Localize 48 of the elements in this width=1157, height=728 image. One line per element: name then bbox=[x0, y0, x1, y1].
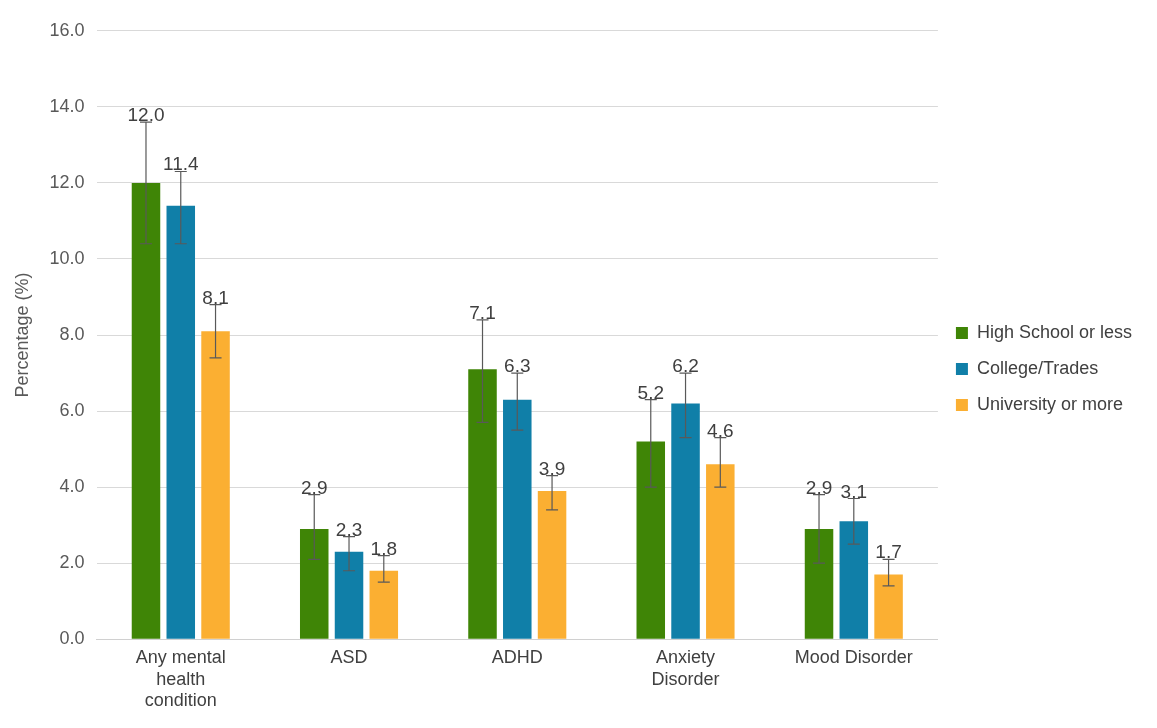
data-label: 3.1 bbox=[840, 480, 868, 502]
bar bbox=[636, 441, 666, 639]
y-tick-label: 8.0 bbox=[59, 323, 85, 344]
data-label: 11.4 bbox=[162, 153, 199, 175]
bar bbox=[804, 528, 834, 639]
bar bbox=[706, 464, 735, 639]
legend-label: University or more bbox=[976, 393, 1123, 414]
bar bbox=[537, 490, 567, 639]
bar bbox=[299, 528, 329, 639]
y-tick-label: 10.0 bbox=[49, 247, 85, 268]
x-tick-label: Anxiety Disorder bbox=[651, 646, 720, 689]
bar bbox=[874, 574, 903, 639]
bar bbox=[503, 399, 532, 639]
y-tick-label: 16.0 bbox=[49, 19, 85, 40]
data-label: 2.3 bbox=[335, 518, 363, 540]
y-tick-label: 12.0 bbox=[49, 171, 85, 192]
bar bbox=[131, 182, 161, 639]
data-label: 1.8 bbox=[370, 537, 398, 559]
bar bbox=[334, 551, 364, 639]
bar bbox=[468, 369, 497, 639]
bar bbox=[369, 570, 399, 639]
data-label: 6.3 bbox=[504, 355, 531, 377]
data-label: 4.6 bbox=[707, 419, 734, 441]
data-label: 3.9 bbox=[538, 457, 566, 479]
x-tick-label: Any mental health condition bbox=[135, 646, 226, 711]
bar bbox=[671, 403, 700, 639]
data-label: 8.1 bbox=[202, 286, 229, 308]
legend-label: College/Trades bbox=[976, 357, 1099, 378]
y-tick-label: 0.0 bbox=[59, 628, 85, 649]
x-tick-label: ADHD bbox=[491, 646, 543, 667]
bar bbox=[839, 521, 869, 639]
data-label: 2.9 bbox=[301, 476, 328, 498]
data-label: 1.7 bbox=[875, 541, 902, 563]
x-tick-label: Mood Disorder bbox=[794, 646, 913, 667]
data-label: 7.1 bbox=[469, 301, 496, 323]
y-tick-label: 14.0 bbox=[49, 95, 85, 116]
bar bbox=[201, 331, 230, 639]
data-label: 5.2 bbox=[637, 381, 664, 403]
data-label: 2.9 bbox=[805, 476, 833, 498]
y-tick-label: 4.0 bbox=[59, 476, 85, 497]
bar bbox=[166, 205, 196, 639]
y-axis-title: Percentage (%) bbox=[11, 272, 32, 398]
data-label: 12.0 bbox=[127, 104, 165, 126]
legend-label: High School or less bbox=[976, 321, 1132, 342]
y-tick-label: 2.0 bbox=[59, 552, 85, 573]
x-tick-label: ASD bbox=[330, 646, 368, 667]
data-label: 6.2 bbox=[672, 355, 699, 377]
y-tick-label: 6.0 bbox=[59, 400, 85, 421]
